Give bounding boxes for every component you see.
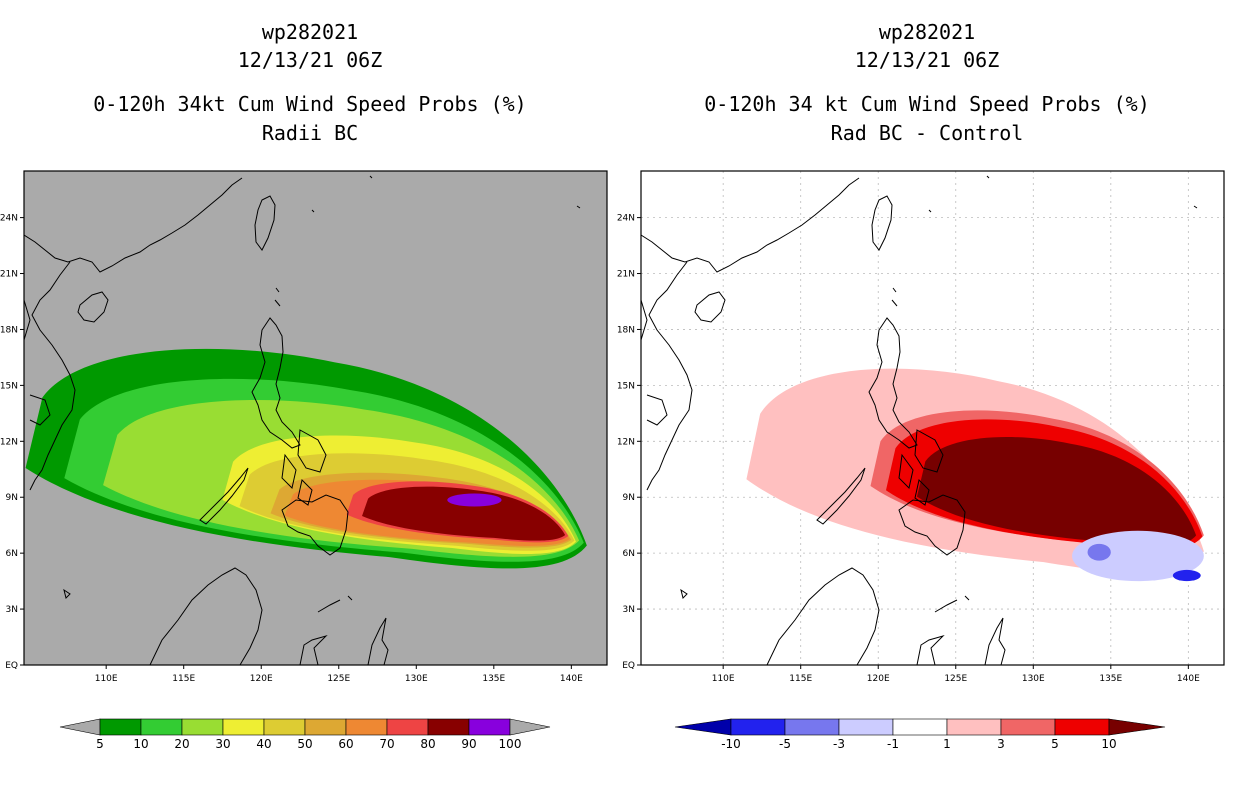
x-tick-label: 115E bbox=[172, 674, 195, 684]
right-difference-contours bbox=[746, 368, 1204, 582]
colorbar-swatch bbox=[140, 718, 183, 736]
y-tick-label: 18N bbox=[0, 325, 18, 335]
y-tick-label: 6N bbox=[623, 549, 635, 559]
colorbar-swatch bbox=[468, 718, 511, 736]
colorbar-swatch bbox=[99, 718, 142, 736]
colorbar-label: -3 bbox=[833, 737, 845, 751]
x-tick-label: 140E bbox=[560, 674, 583, 684]
colorbar-label: 5 bbox=[1051, 737, 1059, 751]
left-storm-id: wp282021 bbox=[261, 20, 359, 44]
colorbar-swatch bbox=[427, 718, 470, 736]
right-subtitle: Rad BC - Control bbox=[830, 121, 1024, 145]
colorbar-swatch bbox=[946, 718, 1002, 736]
colorbar-label: 5 bbox=[96, 737, 104, 751]
y-tick-label: 6N bbox=[6, 549, 18, 559]
colorbar-swatch bbox=[784, 718, 840, 736]
colorbar-arrow-low bbox=[59, 718, 101, 736]
x-tick-label: 115E bbox=[789, 674, 812, 684]
x-tick-label: 110E bbox=[712, 674, 735, 684]
x-tick-label: 135E bbox=[482, 674, 505, 684]
y-tick-label: 3N bbox=[6, 605, 18, 615]
colorbar-swatch bbox=[345, 718, 388, 736]
colorbar-label: 10 bbox=[133, 737, 148, 751]
x-tick-label: 120E bbox=[250, 674, 273, 684]
colorbar-label: 10 bbox=[1101, 737, 1116, 751]
x-tick-label: 130E bbox=[1022, 674, 1045, 684]
left-map-panel: 110E 115E 120E 125E 130E 135E 140E EQ 3N 6N 9N 12N 1… bbox=[0, 170, 608, 684]
difference-contour-neg5 bbox=[1172, 569, 1201, 582]
x-tick-label: 135E bbox=[1099, 674, 1122, 684]
y-tick-label: 21N bbox=[617, 270, 635, 280]
colorbar-swatch bbox=[838, 718, 894, 736]
y-tick-label: EQ bbox=[5, 661, 18, 671]
y-tick-label: 24N bbox=[0, 214, 18, 224]
y-tick-label: 21N bbox=[0, 270, 18, 280]
left-axes: 110E 115E 120E 125E 130E 135E 140E EQ 3N 6N 9N 12N 1… bbox=[0, 214, 583, 684]
colorbar-label: 90 bbox=[461, 737, 476, 751]
y-tick-label: 3N bbox=[623, 605, 635, 615]
colorbar-label: 70 bbox=[379, 737, 394, 751]
left-map-frame bbox=[23, 170, 608, 666]
left-probability-contours bbox=[25, 348, 587, 569]
left-datetime: 12/13/21 06Z bbox=[237, 48, 383, 72]
colorbar-label: 100 bbox=[499, 737, 522, 751]
colorbar-swatch bbox=[386, 718, 429, 736]
y-tick-label: 12N bbox=[617, 437, 635, 447]
y-tick-label: 15N bbox=[617, 381, 635, 391]
colorbar-swatch bbox=[892, 718, 948, 736]
left-subtitle: Radii BC bbox=[261, 121, 359, 145]
colorbar-label: 40 bbox=[256, 737, 271, 751]
right-colorbar-legend: -10 -5 -3 -1 1 3 5 10 bbox=[674, 718, 1166, 751]
y-tick-label: 9N bbox=[623, 493, 635, 503]
colorbar-label: 3 bbox=[997, 737, 1005, 751]
colorbar-swatch bbox=[1000, 718, 1056, 736]
probability-contour-90 bbox=[447, 493, 502, 507]
right-storm-id: wp282021 bbox=[878, 20, 976, 44]
x-tick-label: 125E bbox=[327, 674, 350, 684]
colorbar-label: 60 bbox=[338, 737, 353, 751]
x-tick-label: 120E bbox=[867, 674, 890, 684]
y-tick-label: EQ bbox=[622, 661, 635, 671]
left-colorbar-legend: 5 10 20 30 40 50 60 70 80 90 100 bbox=[59, 718, 551, 751]
x-tick-label: 125E bbox=[944, 674, 967, 684]
y-tick-label: 18N bbox=[617, 325, 635, 335]
colorbar-swatch bbox=[304, 718, 347, 736]
colorbar-label: 80 bbox=[420, 737, 435, 751]
colorbar-label: -5 bbox=[779, 737, 791, 751]
colorbar-label: 1 bbox=[943, 737, 951, 751]
colorbar-arrow-high bbox=[509, 718, 551, 736]
colorbar-label: 20 bbox=[174, 737, 189, 751]
right-title: 0-120h 34 kt Cum Wind Speed Probs (%) bbox=[704, 92, 1150, 116]
y-tick-label: 15N bbox=[0, 381, 18, 391]
difference-contour-10 bbox=[916, 437, 1197, 547]
difference-contour-neg1 bbox=[1072, 530, 1204, 582]
right-datetime: 12/13/21 06Z bbox=[854, 48, 1000, 72]
colorbar-label: -10 bbox=[721, 737, 741, 751]
colorbar-swatch bbox=[181, 718, 224, 736]
right-map-panel: 110E 115E 120E 125E 130E 135E 140E EQ 3N 6N 9N 12N 1… bbox=[617, 170, 1225, 684]
right-map-frame bbox=[640, 170, 1225, 666]
colorbar-label: 50 bbox=[297, 737, 312, 751]
colorbar-swatch bbox=[730, 718, 786, 736]
difference-contour-neg3 bbox=[1087, 543, 1111, 561]
colorbar-swatch bbox=[222, 718, 265, 736]
y-tick-label: 24N bbox=[617, 214, 635, 224]
x-tick-label: 140E bbox=[1177, 674, 1200, 684]
colorbar-swatch bbox=[1054, 718, 1110, 736]
x-tick-label: 130E bbox=[405, 674, 428, 684]
left-title: 0-120h 34kt Cum Wind Speed Probs (%) bbox=[93, 92, 527, 116]
colorbar-swatch bbox=[263, 718, 306, 736]
probability-contour-80 bbox=[362, 486, 566, 541]
y-tick-label: 12N bbox=[0, 437, 18, 447]
x-tick-label: 110E bbox=[95, 674, 118, 684]
y-tick-label: 9N bbox=[6, 493, 18, 503]
colorbar-arrow-low bbox=[674, 718, 732, 736]
colorbar-label: 30 bbox=[215, 737, 230, 751]
right-axes: 110E 115E 120E 125E 130E 135E 140E EQ 3N 6N 9N 12N 1… bbox=[617, 214, 1200, 684]
colorbar-arrow-high bbox=[1108, 718, 1166, 736]
colorbar-label: -1 bbox=[887, 737, 899, 751]
